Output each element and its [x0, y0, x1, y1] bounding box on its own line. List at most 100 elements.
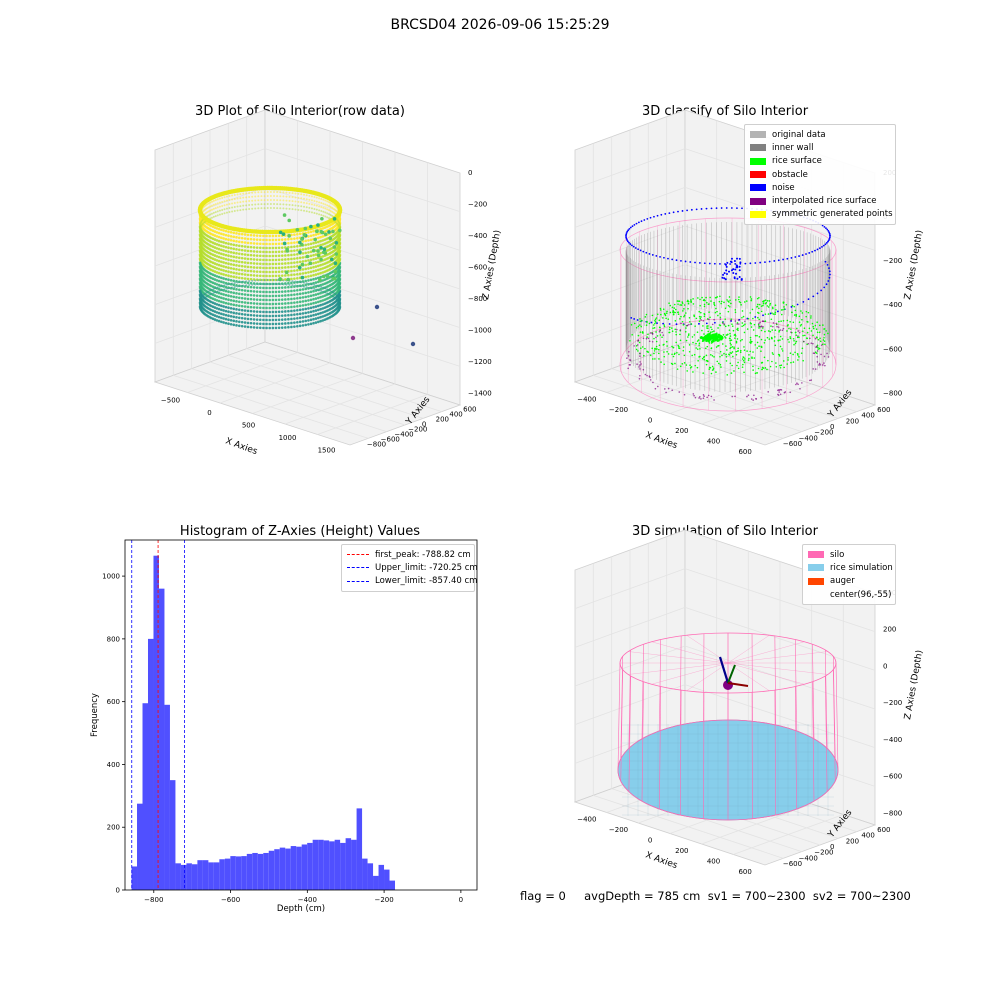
- interpolated-point: [819, 364, 822, 366]
- rice-surface-point: [796, 352, 799, 355]
- silo-wire: [812, 681, 815, 802]
- raw-point: [204, 296, 207, 299]
- noise-point: [823, 225, 826, 228]
- raw-point: [328, 264, 332, 267]
- raw-point: [204, 269, 207, 272]
- raw-point: [300, 275, 305, 280]
- raw-point: [336, 207, 339, 210]
- raw-point: [291, 204, 294, 207]
- raw-point: [208, 219, 211, 223]
- histogram-bar: [279, 847, 286, 890]
- raw-point: [312, 309, 315, 313]
- raw-point: [321, 283, 324, 286]
- panel2-xtick-label: −200: [609, 406, 628, 414]
- panel2-gridline: [611, 368, 802, 433]
- raw-point: [214, 211, 217, 214]
- panel4-ytick-label: −600: [783, 860, 802, 868]
- raw-point: [333, 212, 336, 215]
- raw-point: [210, 212, 213, 215]
- raw-point: [227, 225, 232, 231]
- rice-surface-point: [678, 347, 680, 349]
- raw-point: [231, 194, 234, 197]
- raw-point: [287, 261, 290, 265]
- raw-point: [253, 229, 259, 234]
- raw-point: [266, 229, 271, 235]
- legend-item-obstacle: obstacle: [750, 168, 890, 181]
- raw-point: [201, 214, 204, 217]
- raw-point: [237, 228, 241, 232]
- raw-point: [335, 299, 338, 303]
- raw-point: [227, 242, 230, 246]
- panel1-ytick-label: −400: [394, 431, 413, 439]
- raw-point: [199, 307, 202, 311]
- raw-point: [258, 306, 262, 310]
- noise-point: [826, 263, 829, 266]
- raw-point: [288, 279, 291, 282]
- rice-surface-point: [690, 299, 692, 301]
- rice-surface-point: [711, 336, 715, 339]
- raw-point: [338, 230, 342, 234]
- raw-point: [333, 249, 336, 252]
- interpolated-point: [783, 391, 786, 394]
- raw-point: [319, 311, 322, 315]
- raw-point: [199, 292, 203, 296]
- rice-surface-point: [706, 333, 709, 336]
- raw-point: [273, 195, 276, 198]
- raw-point: [334, 240, 339, 245]
- raw-point: [246, 237, 250, 241]
- rice-surface-point: [630, 323, 633, 326]
- raw-point: [338, 266, 342, 270]
- raw-point: [271, 270, 275, 274]
- raw-point: [268, 326, 272, 330]
- raw-point: [197, 206, 203, 211]
- raw-point: [277, 294, 281, 298]
- raw-point: [225, 199, 228, 202]
- raw-point: [211, 273, 215, 277]
- raw-point: [334, 244, 337, 248]
- raw-point: [213, 290, 217, 293]
- rice-surface-point: [798, 336, 800, 339]
- raw-point: [228, 283, 231, 286]
- interpolated-point: [816, 361, 819, 363]
- interpolated-point: [642, 368, 645, 371]
- raw-point: [222, 281, 225, 284]
- panel4-gridline: [733, 814, 844, 855]
- raw-point: [336, 295, 339, 298]
- rice-surface-point: [750, 298, 753, 300]
- raw-point: [200, 229, 203, 233]
- raw-point: [243, 228, 249, 233]
- rice-surface-point: [779, 366, 782, 369]
- raw-point: [201, 210, 204, 213]
- raw-point: [204, 216, 207, 219]
- raw-point: [200, 215, 203, 218]
- raw-point: [319, 255, 322, 259]
- raw-point: [316, 232, 320, 236]
- raw-point: [337, 212, 340, 215]
- raw-point: [210, 228, 213, 232]
- raw-point: [249, 237, 253, 241]
- raw-point: [325, 317, 328, 321]
- raw-point: [333, 261, 338, 265]
- raw-point: [335, 311, 338, 315]
- rice-surface-point: [654, 347, 656, 350]
- raw-point: [313, 207, 316, 210]
- raw-point: [294, 208, 297, 211]
- raw-point: [216, 290, 219, 293]
- raw-point: [268, 274, 272, 278]
- raw-point: [215, 235, 219, 238]
- raw-point: [260, 207, 263, 210]
- raw-point: [312, 281, 315, 285]
- noise-point: [730, 261, 733, 264]
- raw-point: [336, 211, 339, 214]
- raw-point: [249, 269, 253, 273]
- interpolated-point: [649, 376, 651, 379]
- noise-point: [732, 268, 735, 271]
- raw-point: [287, 249, 290, 253]
- panel2-ztick-label: −400: [883, 301, 902, 309]
- raw-point: [324, 203, 327, 206]
- raw-point: [204, 237, 207, 240]
- raw-point: [284, 314, 287, 317]
- rice-surface-point: [692, 298, 694, 300]
- panel2-ytick-label: 400: [861, 412, 874, 420]
- raw-point: [201, 222, 204, 225]
